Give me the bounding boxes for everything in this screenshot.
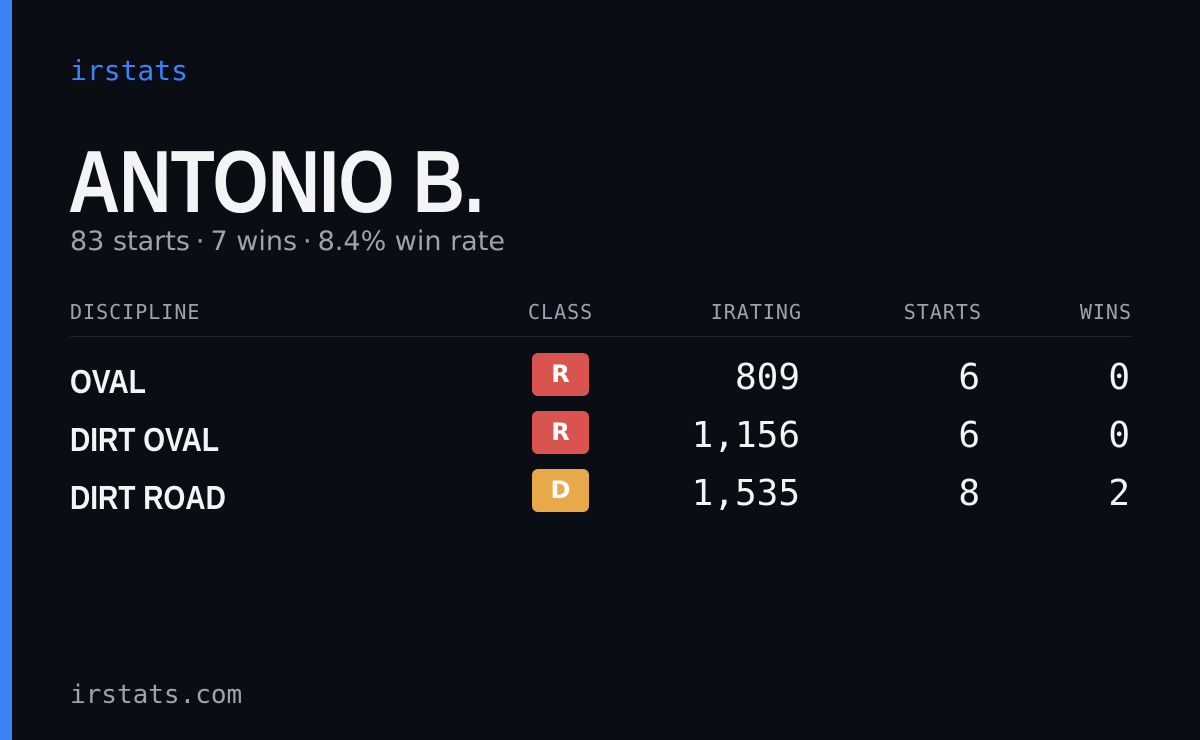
class-badge: R <box>532 411 589 454</box>
footer-url: irstats.com <box>70 680 243 710</box>
table-row: OVAL R 809 6 0 <box>70 337 1132 400</box>
class-badge: R <box>532 353 589 396</box>
wins-value: 0 <box>1108 357 1130 398</box>
irating-value: 1,535 <box>691 473 800 514</box>
table-row: DIRT OVAL R 1,156 6 0 <box>70 395 1132 458</box>
discipline-name: OVAL <box>70 363 146 400</box>
separator: · <box>303 226 312 257</box>
driver-name: ANTONIO B. <box>68 132 484 231</box>
brand-logo: irstats <box>70 54 189 87</box>
column-header-class: CLASS <box>528 300 594 324</box>
table-header: DISCIPLINE CLASS IRATING STARTS WINS <box>70 296 1132 337</box>
class-badge: D <box>532 469 589 512</box>
column-header-discipline: DISCIPLINE <box>70 300 201 324</box>
column-header-irating: IRATING <box>710 300 802 324</box>
separator: · <box>195 226 205 257</box>
irating-value: 1,156 <box>691 415 800 456</box>
table-row: DIRT ROAD D 1,535 8 2 <box>70 453 1132 516</box>
accent-bar <box>0 0 12 740</box>
starts-value: 6 <box>958 357 980 398</box>
win-rate: 8.4% win rate <box>317 226 505 257</box>
wins-value: 0 <box>1108 415 1130 456</box>
wins-value: 2 <box>1108 473 1130 514</box>
discipline-table: DISCIPLINE CLASS IRATING STARTS WINS OVA… <box>70 296 1132 516</box>
starts-value: 8 <box>958 473 980 514</box>
starts-value: 6 <box>958 415 980 456</box>
discipline-name: DIRT OVAL <box>70 421 220 458</box>
driver-summary: 83 starts · 7 wins · 8.4% win rate <box>70 226 505 257</box>
irating-value: 809 <box>734 357 800 398</box>
column-header-wins: WINS <box>1079 300 1132 324</box>
starts-count: 83 starts <box>70 226 190 257</box>
wins-count: 7 wins <box>210 226 298 257</box>
column-header-starts: STARTS <box>903 300 982 324</box>
discipline-name: DIRT ROAD <box>70 479 226 516</box>
